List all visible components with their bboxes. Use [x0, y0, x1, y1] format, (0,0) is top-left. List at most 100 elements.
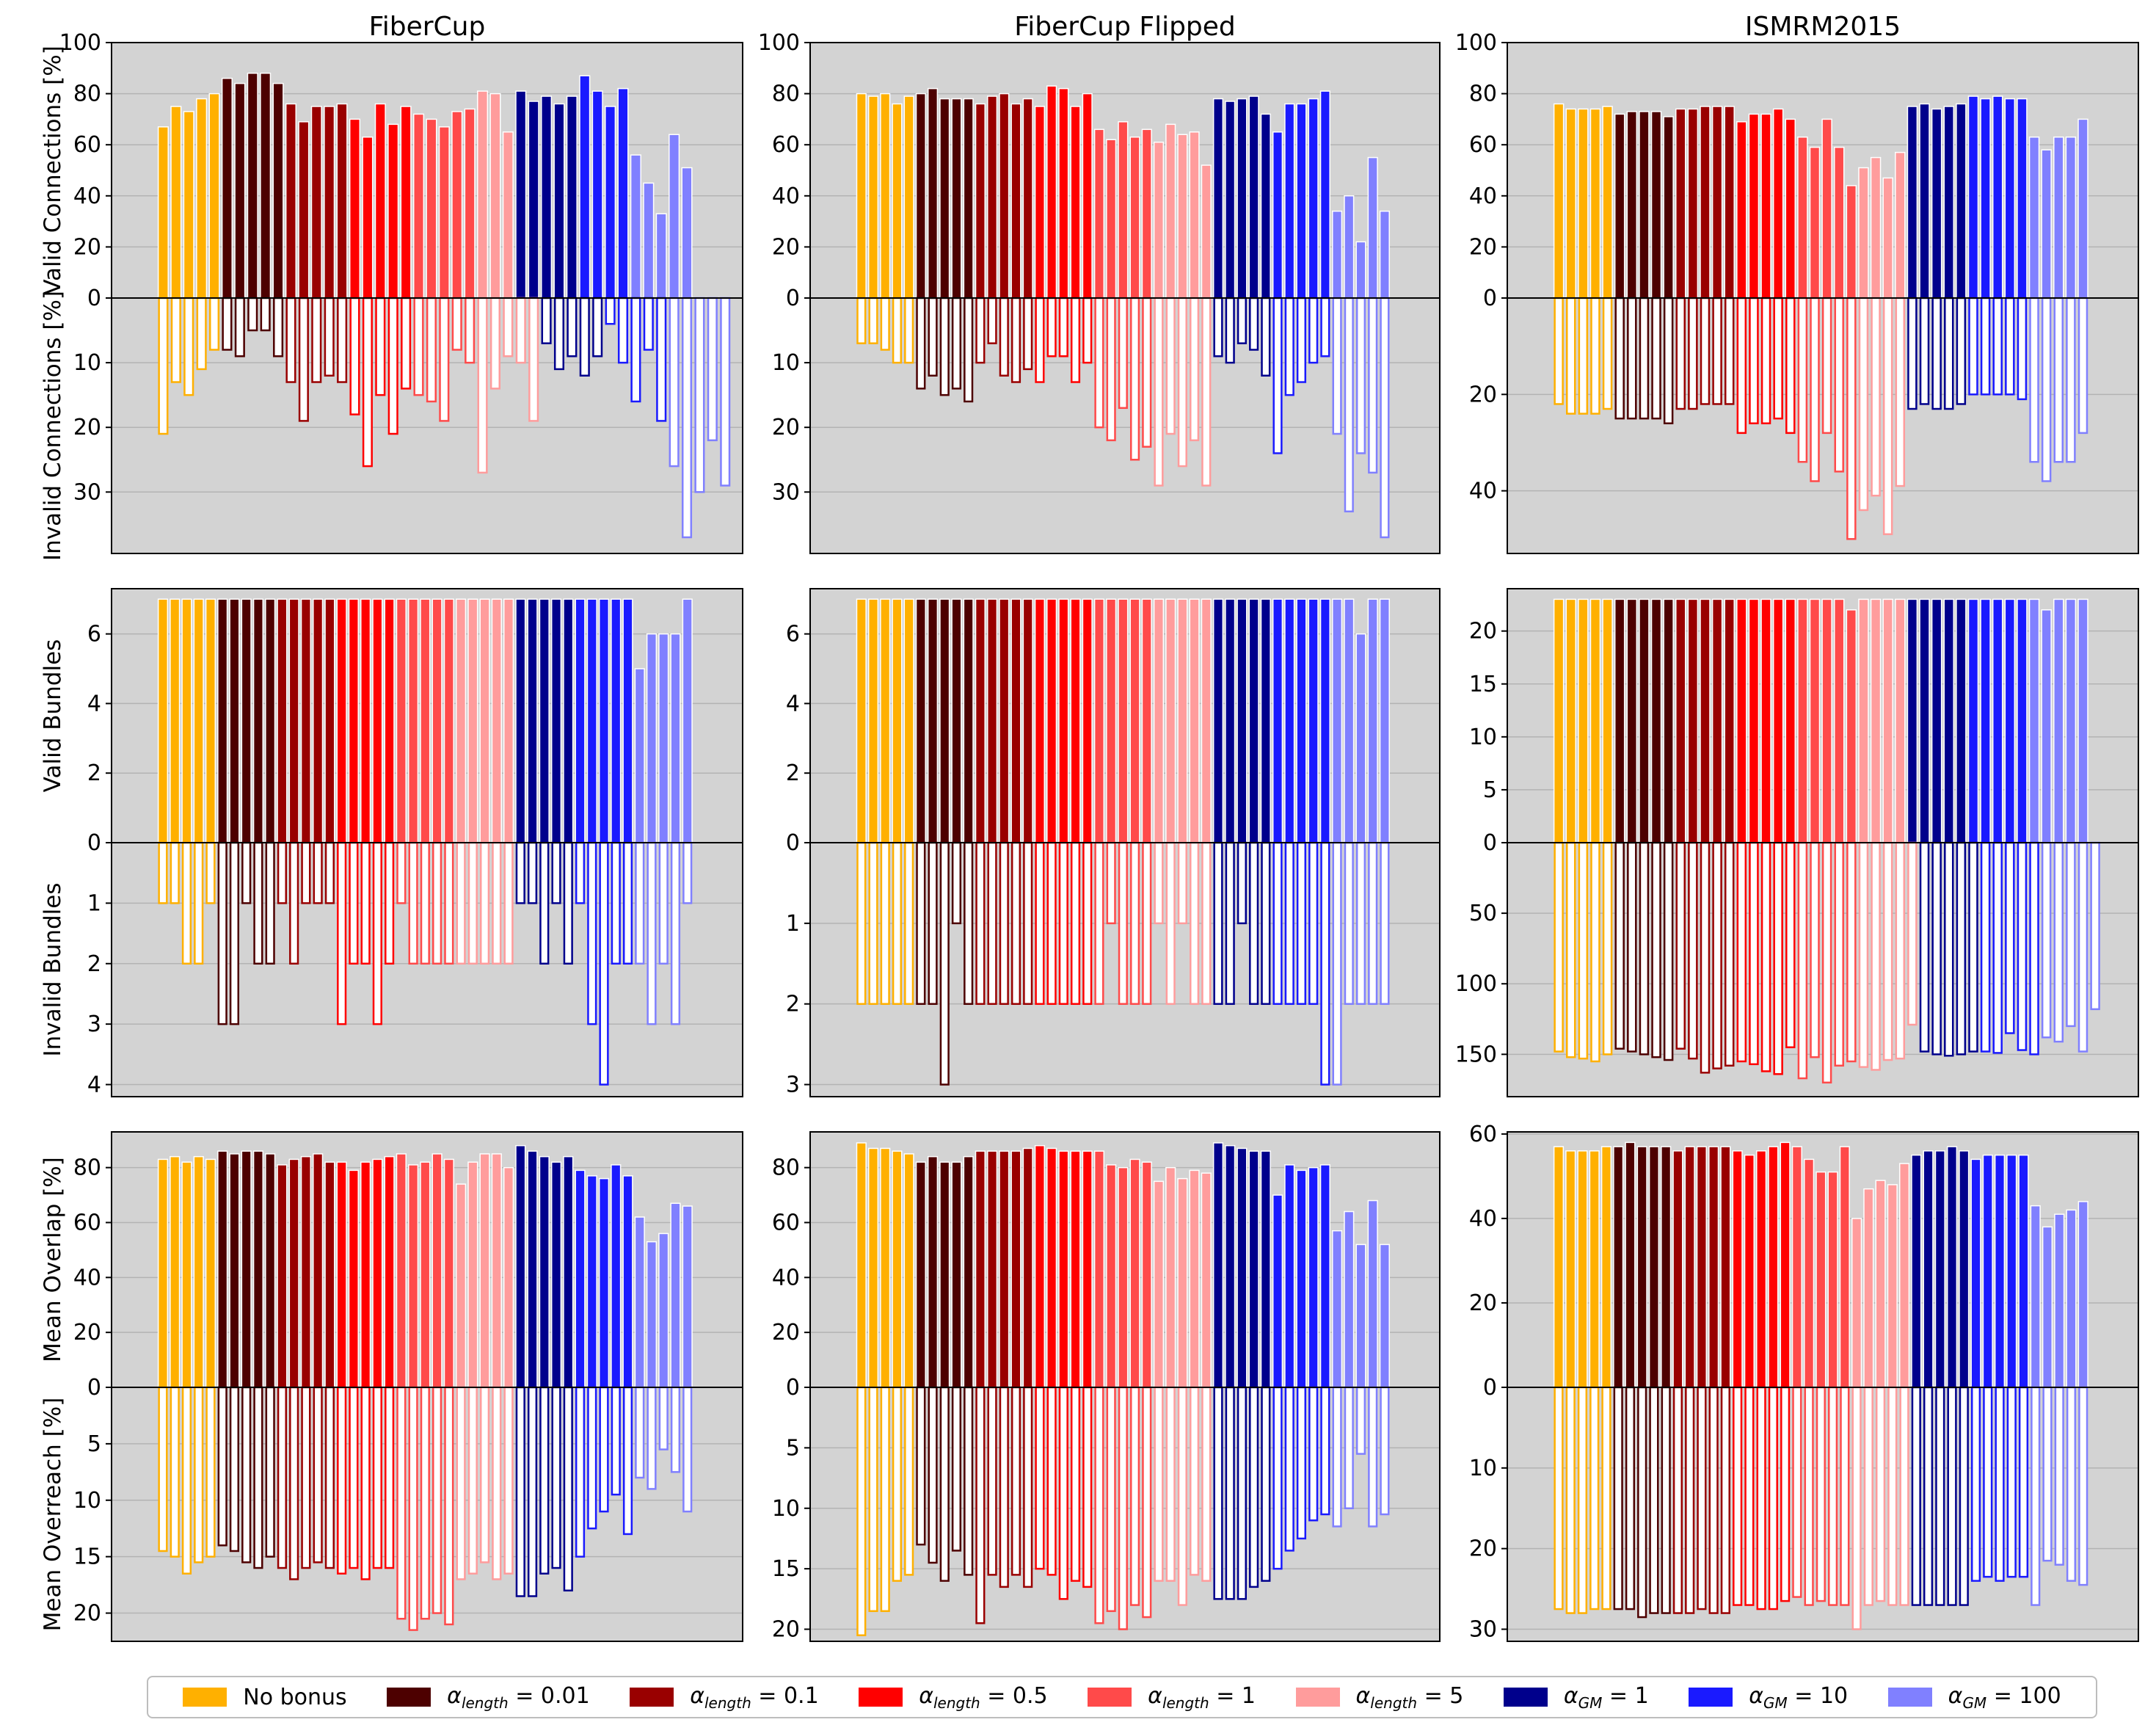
bar-top — [1898, 1163, 1910, 1388]
bar-bottom — [1712, 841, 1722, 1070]
bar-top — [1070, 598, 1081, 843]
bar-top — [298, 121, 310, 299]
bar-bottom — [401, 297, 412, 390]
bar-bottom — [617, 297, 629, 364]
bar-bottom — [229, 841, 240, 1025]
bar-bottom — [1023, 297, 1033, 371]
bar-top — [1992, 598, 2003, 843]
y-tick-label: 40 — [73, 1265, 101, 1290]
bar-top — [1296, 1169, 1307, 1388]
bar-bottom — [880, 1386, 890, 1613]
bar-top — [1589, 598, 1601, 843]
bar-top — [1675, 598, 1686, 843]
bar-top — [1797, 137, 1808, 299]
bar-bottom — [1213, 841, 1223, 1005]
bar-bottom — [1672, 1386, 1683, 1614]
bar-top — [963, 1155, 974, 1388]
bar-top — [617, 87, 629, 299]
bar-bottom — [1554, 297, 1564, 405]
y-tick-label: 60 — [1469, 1122, 1497, 1147]
bar-bottom — [1237, 297, 1247, 344]
bar-bottom — [1663, 297, 1674, 424]
legend-label: αlength = 0.01 — [447, 1682, 590, 1712]
bar-bottom — [2078, 1386, 2088, 1586]
bar-top — [586, 598, 597, 843]
y-tick-label: 20 — [772, 1320, 800, 1346]
bar-bottom — [1720, 1386, 1730, 1614]
bar-top — [400, 106, 412, 299]
bar-bottom — [1895, 297, 1906, 487]
bar-top — [260, 73, 272, 299]
bar-top — [1237, 598, 1248, 843]
bar-top — [1785, 118, 1796, 299]
bar-bottom — [1627, 297, 1637, 420]
bar-bottom — [1899, 1386, 1909, 1606]
bar-top — [658, 1232, 669, 1388]
bar-top — [1332, 598, 1343, 843]
bar-top — [252, 1150, 264, 1388]
bar-top — [1319, 598, 1330, 843]
bar-top — [1980, 598, 1991, 843]
bar-bottom — [856, 297, 867, 344]
bar-bottom — [489, 297, 500, 390]
bar-bottom — [1736, 297, 1747, 435]
bar-top — [999, 92, 1010, 299]
bar-top — [1934, 1150, 1945, 1388]
bar-bottom — [1995, 1386, 2005, 1582]
bar-bottom — [375, 297, 386, 396]
legend-item: No bonus — [183, 1685, 347, 1710]
bar-top — [234, 82, 246, 299]
y-axis-label-top: Valid Bundles — [40, 639, 66, 793]
legend-swatch — [1295, 1688, 1340, 1707]
bar-top — [566, 95, 578, 299]
bar-bottom — [904, 1386, 914, 1576]
bar-top — [396, 598, 407, 843]
bar-bottom — [362, 297, 373, 468]
bar-bottom — [1736, 841, 1747, 1063]
bar-bottom — [1589, 1386, 1600, 1610]
bar-bottom — [1070, 841, 1081, 1005]
bar-top — [975, 103, 986, 299]
y-tick-label: 10 — [772, 350, 800, 376]
bar-top — [1708, 1146, 1719, 1388]
y-tick-label: 150 — [1455, 1042, 1497, 1067]
legend-item: αGM = 10 — [1689, 1683, 1848, 1712]
bar-top — [999, 598, 1010, 843]
bar-bottom — [541, 297, 552, 344]
legend-label: αlength = 5 — [1355, 1682, 1464, 1712]
bar-bottom — [539, 841, 550, 965]
panel-8: 0 20 40 60 80 5 10 15 20 — [772, 1131, 1441, 1643]
bar-bottom — [2006, 1386, 2017, 1578]
bar-bottom — [1225, 841, 1235, 1005]
bar-bottom — [975, 297, 986, 364]
bar-bottom — [2041, 841, 2052, 1039]
bar-top — [451, 111, 463, 299]
bar-top — [2066, 1209, 2077, 1388]
bar-top — [1082, 598, 1093, 843]
bar-top — [1553, 1146, 1565, 1388]
bar-top — [1882, 177, 1893, 299]
bar-top — [1367, 1199, 1378, 1388]
bar-top — [1379, 210, 1390, 299]
bar-top — [1943, 598, 1954, 843]
bar-bottom — [396, 1386, 407, 1620]
bar-top — [1648, 1146, 1660, 1388]
bar-top — [1650, 598, 1662, 843]
y-tick-label: 100 — [1455, 30, 1497, 56]
bar-bottom — [181, 1386, 192, 1575]
bar-bottom — [856, 1386, 867, 1637]
bar-top — [1724, 106, 1735, 299]
bar-bottom — [1828, 1386, 1838, 1606]
y-tick-label: 4 — [87, 691, 101, 716]
bar-top — [491, 1153, 502, 1388]
bar-bottom — [1970, 1386, 1981, 1582]
bar-top — [1177, 134, 1188, 299]
bar-top — [1943, 106, 1954, 299]
bar-top — [1272, 1194, 1283, 1388]
bar-top — [2053, 598, 2064, 843]
bar-bottom — [1578, 297, 1589, 415]
bar-top — [252, 598, 264, 843]
bar-bottom — [2017, 841, 2028, 1051]
bar-bottom — [170, 1386, 180, 1558]
y-tick-label: 5 — [87, 1431, 101, 1457]
